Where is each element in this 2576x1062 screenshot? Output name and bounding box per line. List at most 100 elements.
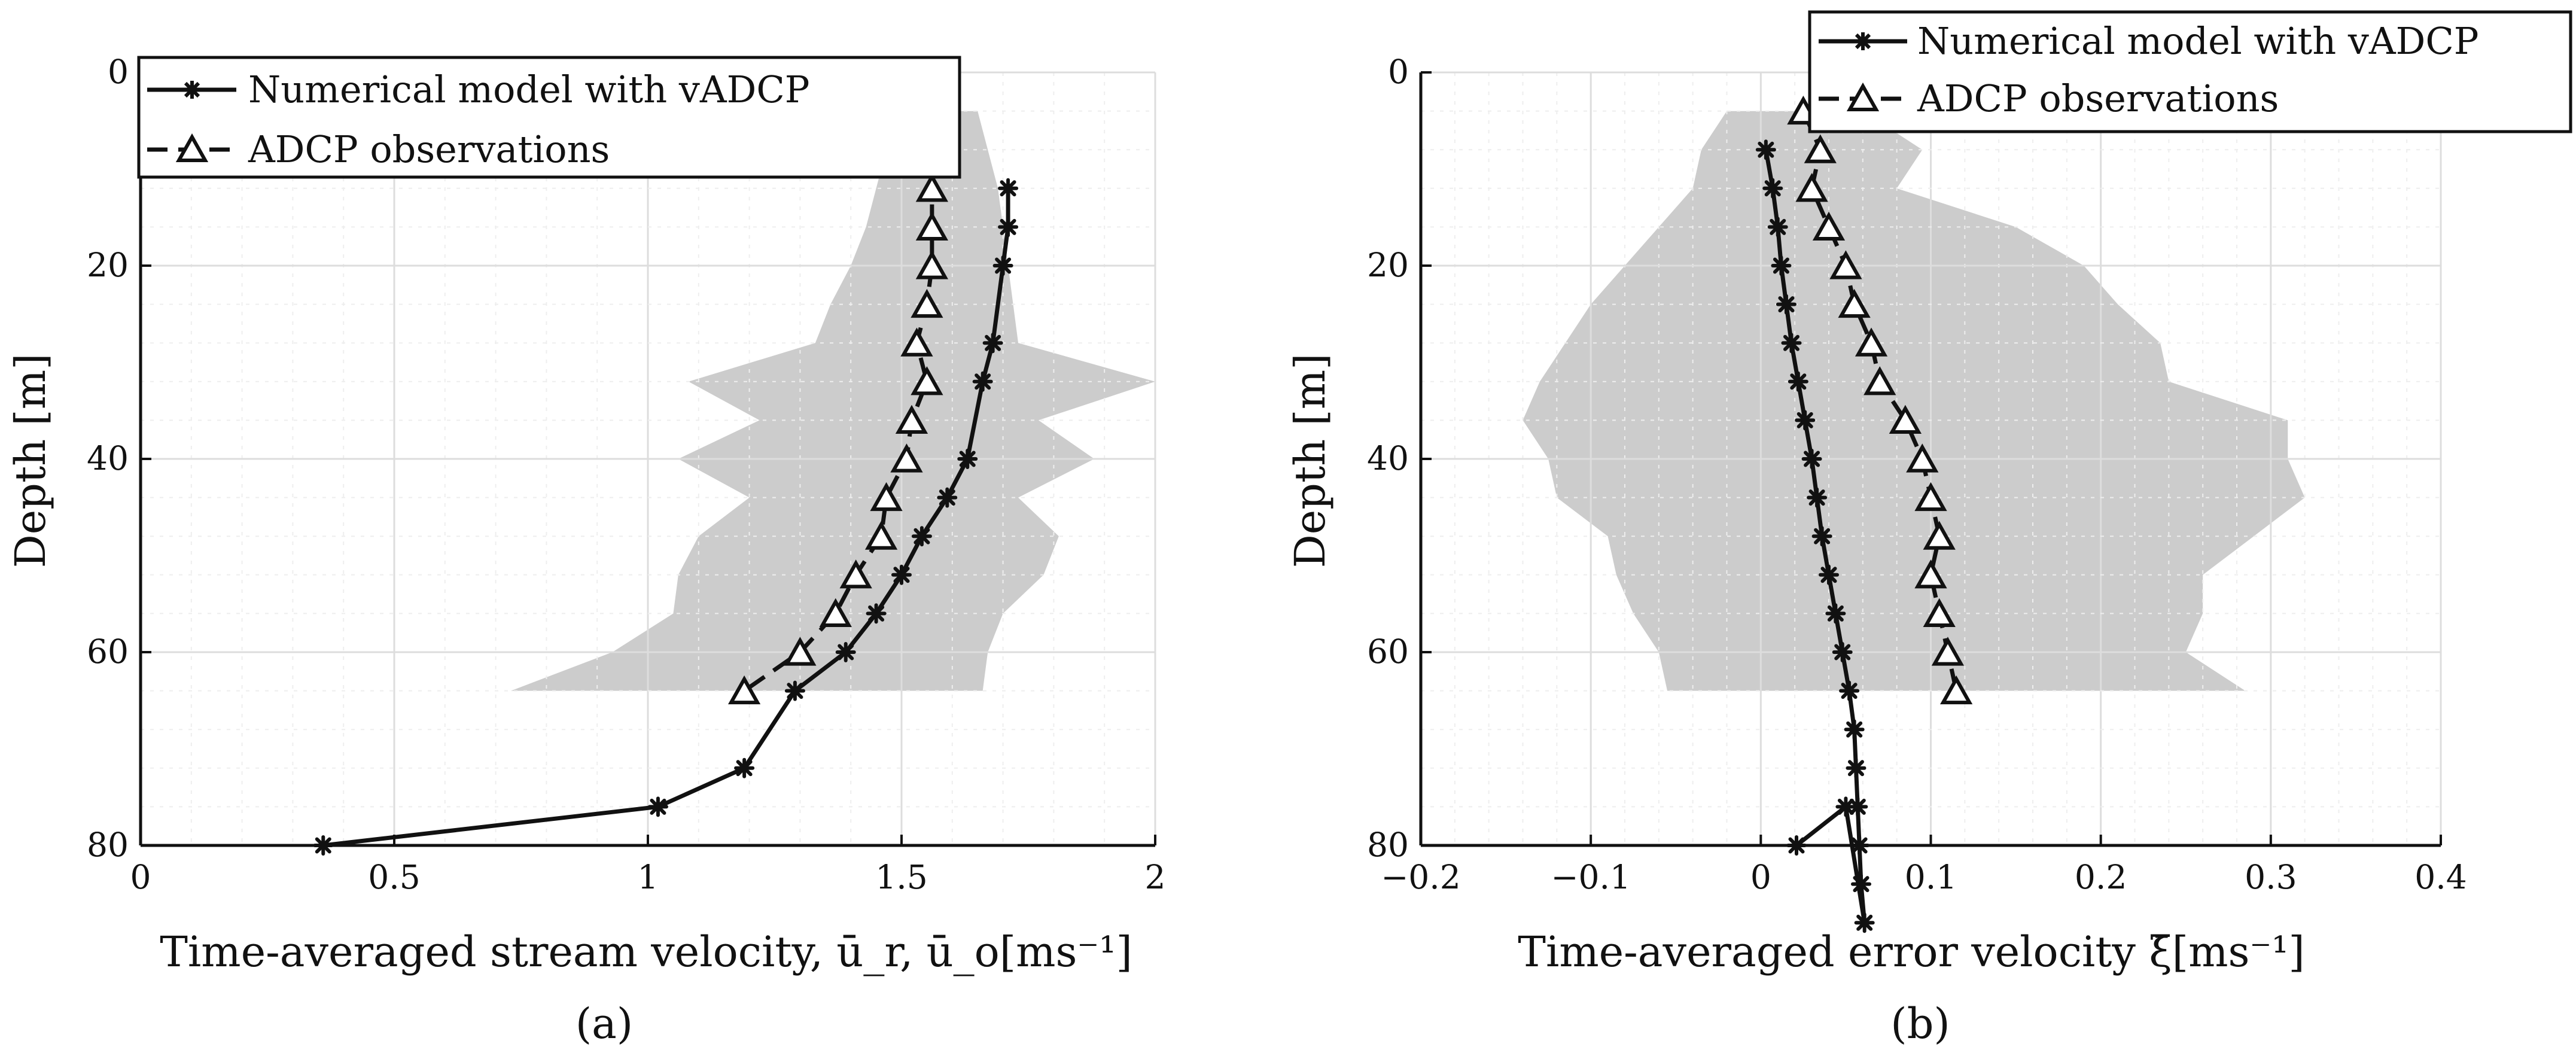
panelB-series-1-point-12	[1914, 559, 1947, 589]
panelB-series-0-point-3	[1771, 255, 1792, 276]
panelB-series-0-point-0	[1755, 139, 1776, 160]
panel-b-legend-marker-obs	[1846, 82, 1880, 111]
panelA-series-0-point-1	[998, 217, 1019, 238]
panelA-xtick-label: 2	[1145, 858, 1166, 896]
panelA-ytick-label: 20	[87, 246, 129, 284]
panelB-series-1-point-15	[1940, 675, 1973, 705]
panelA-series-1-point-7	[911, 366, 943, 395]
panelB-series-0-point-15	[1844, 719, 1865, 740]
panelB-series-1-point-6	[1855, 327, 1888, 357]
panelA-band-area	[511, 111, 1155, 691]
panel-a-legend-label-model: Numerical model with vADCP	[248, 68, 810, 111]
panel-b-legend: Numerical model with vADCP ADCP observat…	[1808, 10, 2572, 133]
panelB-series-0-point-7	[1795, 410, 1816, 431]
panel-b-series	[1755, 95, 1973, 933]
panelA-series-1-point-15	[727, 675, 761, 705]
panel-a-legend: Numerical model with vADCP ADCP observat…	[137, 56, 961, 179]
panel-a-legend-marker-model	[183, 81, 201, 99]
panelA-series-0-point-4	[972, 371, 993, 392]
panelB-series-0-point-5	[1781, 333, 1802, 354]
panelA-series-1-point-14	[784, 637, 817, 666]
panel-a-grid	[139, 71, 1156, 847]
panel-b-ticks: −0.2 −0.1 0 0.1 0.2 0.3 0.4 0 20 40 60 80	[1367, 53, 2467, 896]
panelB-xtick-label: 0.1	[1905, 858, 1957, 896]
panelA-ytick-label: 60	[87, 632, 129, 671]
panel-a-ylabel: Depth [m]	[6, 354, 55, 568]
panelB-series-1-point-5	[1838, 288, 1871, 318]
panelB-series-0-point-6	[1788, 371, 1808, 392]
panelB-ytick-label: 0	[1388, 53, 1409, 91]
panelA-series-1-point-11	[864, 521, 898, 550]
panel-b: −0.2 −0.1 0 0.1 0.2 0.3 0.4 0 20 40 60 80 Depth [m]…	[1286, 10, 2572, 1048]
panelB-series-1-line	[1801, 110, 1959, 692]
panelA-series-1-point-4	[915, 250, 949, 279]
panelA-series-0-point-6	[937, 487, 958, 508]
panelB-ytick-label: 20	[1367, 246, 1409, 284]
panelB-series-0-point-16	[1846, 757, 1866, 778]
panelA-series-0-point-5	[957, 449, 978, 469]
panelA-series-1-point-5	[911, 288, 943, 318]
panelB-series-1-point-8	[1889, 404, 1922, 434]
panelB-band-area	[1523, 111, 2305, 691]
panelB-series-0-point-14	[1839, 680, 1860, 701]
panelB-series-0-point-21	[1835, 796, 1856, 817]
panelB-series-0-point-10	[1811, 526, 1832, 547]
panelA-series-1-point-6	[900, 327, 933, 357]
panelB-xtick-label: 0.3	[2245, 858, 2297, 896]
panelA-series-0-point-8	[891, 564, 912, 585]
panelA-series-0-point-2	[992, 255, 1013, 276]
panelA-series-0-point-13	[647, 796, 668, 817]
panelB-series-0-point-12	[1825, 603, 1846, 624]
panel-b-label: (b)	[1890, 999, 1950, 1048]
panelA-series-1-point-9	[890, 443, 923, 473]
panelB-series-0-point-1	[1762, 178, 1783, 199]
panelB-series-1-point-7	[1864, 366, 1896, 395]
panel-a-legend-box	[137, 56, 961, 179]
panelA-series-1-point-2	[915, 173, 949, 202]
panelA-series-0-point-11	[784, 680, 805, 701]
panelB-series-1-point-10	[1914, 482, 1947, 512]
panelB-series-0-point-11	[1819, 564, 1839, 585]
panelB-xtick-label: −0.1	[1551, 858, 1631, 896]
panelB-series-0-point-20	[1854, 912, 1875, 933]
panelB-series-1-point-14	[1931, 637, 1965, 666]
panelA-xtick-label: 0.5	[368, 858, 420, 896]
panelB-xtick-label: −0.2	[1381, 858, 1461, 896]
panelA-series-1-point-10	[870, 482, 903, 512]
panelA-xtick-label: 1	[638, 858, 659, 896]
panelA-ytick-label: 0	[108, 53, 129, 91]
panel-b-legend-label-obs: ADCP observations	[1917, 77, 2279, 120]
panelB-xtick-label: 0	[1750, 858, 1771, 896]
panel-b-band	[1523, 111, 2305, 691]
panelB-series-1-point-1	[1804, 134, 1837, 163]
panelA-series-0-point-12	[734, 757, 755, 778]
panel-b-xlabel: Time-averaged error velocity ξ̄[ms⁻¹]	[1518, 927, 2304, 976]
panel-a-legend-marker-obs	[175, 133, 209, 162]
panelB-series-1-point-3	[1812, 211, 1846, 241]
panel-b-legend-marker-model	[1854, 32, 1872, 50]
panelB-series-1-point-2	[1795, 173, 1828, 202]
panelA-ytick-label: 40	[87, 439, 129, 477]
panelB-series-1-point-11	[1923, 521, 1956, 550]
panelB-xtick-label: 0.4	[2414, 858, 2467, 896]
panelB-series-1-point-13	[1923, 598, 1956, 627]
panel-a-legend-label-obs: ADCP observations	[248, 127, 610, 171]
panelA-ytick-label: 80	[87, 826, 129, 864]
panel-b-legend-box	[1808, 10, 2572, 133]
panelB-ytick-label: 40	[1367, 439, 1409, 477]
panel-a-series	[313, 95, 1019, 856]
panelB-series-0-point-13	[1832, 642, 1853, 662]
panelB-series-0-point-2	[1767, 217, 1788, 238]
panelA-series-1-point-13	[819, 598, 852, 627]
panelA-xtick-label: 1.5	[875, 858, 927, 896]
panelB-ytick-label: 60	[1367, 632, 1409, 671]
panelB-series-0-point-8	[1801, 449, 1822, 469]
panelB-series-1-point-9	[1906, 443, 1939, 473]
panelA-xtick-label: 0	[130, 858, 151, 896]
panelB-series-0-point-4	[1776, 294, 1796, 315]
panel-a-band	[511, 111, 1155, 691]
panelB-series-1-point-4	[1829, 250, 1862, 279]
